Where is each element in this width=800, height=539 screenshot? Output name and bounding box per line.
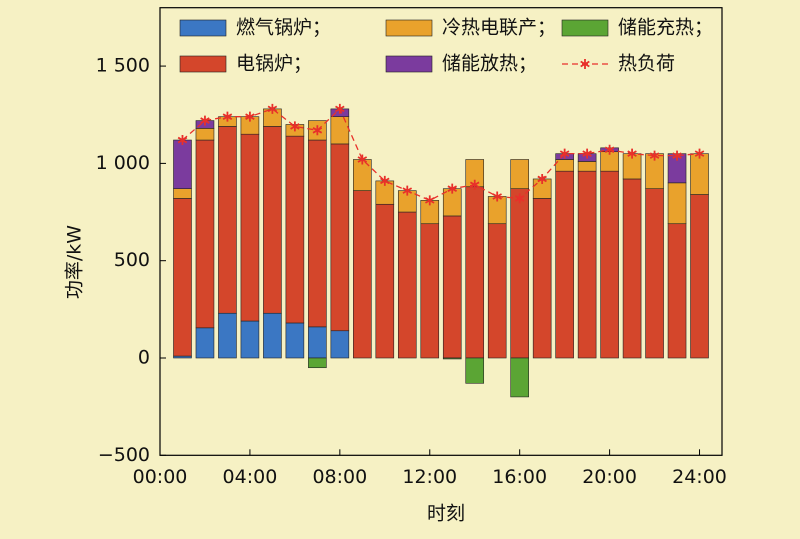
legend-label: 储能充热； xyxy=(618,17,713,39)
bar-segment xyxy=(442,357,462,360)
legend-label: 燃气锅炉； xyxy=(236,17,331,39)
bar-segment xyxy=(195,128,215,141)
bar-segment xyxy=(465,186,485,359)
legend-swatch xyxy=(385,55,433,73)
load-marker xyxy=(424,195,435,206)
bar-segment xyxy=(555,159,574,172)
load-marker xyxy=(694,148,705,159)
legend-swatch xyxy=(561,19,609,37)
bar-segment xyxy=(577,161,597,172)
bar-segment xyxy=(263,312,282,359)
bar-segment xyxy=(510,159,529,189)
bar-segment xyxy=(645,188,664,359)
load-marker xyxy=(447,183,458,194)
legend-swatch xyxy=(179,19,227,37)
legend-marker xyxy=(580,59,590,69)
bar-segment xyxy=(510,357,529,398)
x-tick-label: 20:00 xyxy=(582,466,637,488)
bar-segment xyxy=(330,116,350,145)
bar-segment xyxy=(690,194,709,359)
bar-segment xyxy=(330,143,350,332)
bar-segment xyxy=(667,223,687,359)
bar-segment xyxy=(510,188,529,359)
bar-segment xyxy=(240,320,260,359)
x-tick-label: 24:00 xyxy=(672,466,727,488)
bar-segment xyxy=(353,190,372,359)
load-marker xyxy=(604,144,615,155)
legend-label: 电锅炉； xyxy=(236,53,312,75)
bar-segment xyxy=(218,126,237,314)
bar-segment xyxy=(195,139,215,329)
load-line xyxy=(182,107,700,202)
load-marker xyxy=(335,103,345,114)
bar-segment xyxy=(218,312,237,359)
load-marker xyxy=(672,150,682,161)
load-marker xyxy=(200,115,210,126)
bar-segment xyxy=(555,170,574,359)
x-tick-label: 08:00 xyxy=(312,466,367,488)
bar-segment xyxy=(173,198,192,357)
legend-label: 热负荷 xyxy=(618,53,675,75)
y-axis-label: 功率/kW xyxy=(64,225,86,299)
bar-segment xyxy=(308,357,327,369)
bar-segment xyxy=(375,203,395,359)
bar-segment xyxy=(487,223,507,359)
load-marker xyxy=(492,191,502,202)
bar-segment xyxy=(285,322,305,359)
bar-segment xyxy=(195,327,215,359)
load-marker xyxy=(312,125,323,136)
load-marker xyxy=(514,193,525,204)
load-marker xyxy=(245,111,255,122)
bar-segment xyxy=(667,182,687,225)
bar-segment xyxy=(442,215,462,359)
x-tick-label: 12:00 xyxy=(402,466,457,488)
bar-segment xyxy=(308,326,327,359)
y-tick-label: 500 xyxy=(114,249,150,271)
bar-segment xyxy=(285,135,305,324)
load-marker xyxy=(357,154,368,165)
y-tick-label: 0 xyxy=(138,346,150,368)
bar-segment xyxy=(532,198,552,359)
bar-segment xyxy=(240,133,260,322)
load-marker xyxy=(559,148,570,159)
bar-segment xyxy=(577,170,597,359)
bar-segment xyxy=(690,153,709,195)
bar-segment xyxy=(397,211,417,359)
load-marker xyxy=(402,185,413,196)
x-tick-label: 16:00 xyxy=(492,466,547,488)
y-tick-label: −500 xyxy=(98,444,150,466)
bar-segment xyxy=(622,178,642,359)
load-marker xyxy=(177,135,188,146)
x-tick-label: 04:00 xyxy=(223,466,278,488)
load-marker xyxy=(582,148,592,159)
plot-frame xyxy=(159,7,723,456)
legend-swatch xyxy=(179,55,227,73)
bar-segment xyxy=(330,330,350,359)
load-marker xyxy=(380,175,390,186)
load-marker xyxy=(290,121,300,132)
load-marker xyxy=(222,111,233,122)
legend-label: 储能放热； xyxy=(442,53,537,75)
bar-segment xyxy=(600,170,619,359)
bar-segment xyxy=(263,126,282,314)
x-axis-label: 时刻 xyxy=(427,503,465,525)
bar-segment xyxy=(420,223,440,359)
bar-segment xyxy=(173,188,192,199)
x-tick-label: 00:00 xyxy=(133,466,188,488)
load-marker xyxy=(649,150,660,161)
bar-segment xyxy=(173,139,192,189)
load-marker xyxy=(469,179,480,190)
load-marker xyxy=(537,173,547,184)
y-tick-label: 1 000 xyxy=(96,152,150,174)
bar-segment xyxy=(308,139,327,328)
y-tick-label: 1 500 xyxy=(96,55,150,77)
load-marker xyxy=(267,103,278,114)
legend-label: 冷热电联产； xyxy=(442,17,556,39)
legend-swatch xyxy=(385,19,433,37)
bar-segment xyxy=(465,357,485,384)
load-marker xyxy=(627,148,637,159)
